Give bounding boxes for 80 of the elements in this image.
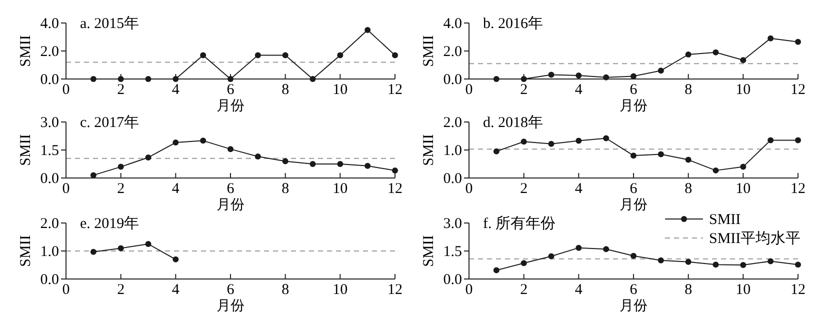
x-tick-label: 10 — [332, 282, 348, 298]
y-tick-label: 0.0 — [443, 171, 462, 187]
x-tick-label: 10 — [332, 181, 348, 197]
chart-title: f. 所有年份 — [483, 215, 556, 232]
x-tick-label: 6 — [630, 181, 638, 197]
x-tick-label: 6 — [226, 181, 235, 197]
x-tick-label: 4 — [172, 82, 180, 98]
x-tick-label: 0 — [465, 282, 473, 298]
y-tick-label: 2.0 — [443, 115, 462, 131]
chart-title: c. 2017年 — [80, 114, 140, 131]
x-tick-label: 2 — [117, 181, 125, 197]
x-tick-label: 0 — [62, 82, 70, 98]
y-axis-title: SMII — [421, 35, 437, 67]
chart-title: a. 2015年 — [80, 15, 140, 32]
x-axis-title: 月份 — [216, 98, 244, 114]
x-tick-label: 2 — [520, 282, 528, 298]
x-tick-label: 2 — [117, 282, 125, 298]
y-tick-label: 4.0 — [443, 16, 462, 32]
x-tick-label: 2 — [520, 181, 528, 197]
x-tick-label: 12 — [790, 181, 806, 197]
y-tick-label: 0.0 — [443, 72, 462, 88]
x-tick-label: 12 — [790, 282, 806, 298]
x-axis-title: 月份 — [216, 298, 244, 314]
chart-title: d. 2018年 — [483, 114, 543, 131]
x-tick-label: 8 — [282, 181, 290, 197]
y-axis-title: SMII — [421, 235, 437, 267]
y-tick-label: 2.0 — [40, 216, 59, 232]
x-tick-label: 6 — [226, 282, 235, 298]
x-tick-label: 12 — [388, 82, 402, 98]
x-tick-label: 0 — [465, 82, 473, 98]
y-tick-label: 3.0 — [443, 216, 462, 232]
x-tick-label: 12 — [790, 82, 806, 98]
x-tick-label: 8 — [282, 82, 290, 98]
y-tick-label: 2.0 — [443, 44, 462, 60]
y-tick-label: 1.5 — [443, 244, 462, 260]
x-tick-label: 12 — [388, 282, 402, 298]
chart-title: b. 2016年 — [483, 15, 543, 32]
x-tick-label: 4 — [574, 282, 583, 298]
x-tick-label: 10 — [736, 82, 751, 98]
x-axis-title: 月份 — [216, 197, 244, 213]
x-tick-label: 8 — [282, 282, 290, 298]
x-tick-label: 12 — [388, 181, 402, 197]
x-tick-label: 2 — [520, 82, 528, 98]
x-tick-label: 6 — [630, 282, 638, 298]
x-tick-label: 4 — [574, 181, 583, 197]
x-tick-label: 4 — [172, 181, 180, 197]
x-tick-label: 6 — [630, 82, 638, 98]
x-tick-label: 10 — [736, 181, 751, 197]
x-tick-label: 0 — [62, 181, 70, 197]
x-tick-label: 8 — [684, 181, 692, 197]
x-tick-label: 8 — [684, 82, 692, 98]
x-axis-title: 月份 — [620, 298, 648, 314]
legend-label: SMII — [709, 212, 741, 228]
y-tick-label: 0.0 — [443, 272, 462, 288]
y-tick-label: 0.0 — [40, 272, 59, 288]
x-tick-label: 0 — [465, 181, 473, 197]
y-tick-label: 1.5 — [40, 143, 59, 159]
x-axis-title: 月份 — [620, 98, 648, 114]
y-axis-title: SMII — [18, 35, 34, 67]
legend-label: SMII平均水平 — [709, 230, 801, 247]
x-tick-label: 8 — [684, 282, 692, 298]
x-tick-label: 10 — [736, 282, 751, 298]
y-tick-label: 4.0 — [40, 16, 59, 32]
y-tick-label: 0.0 — [40, 171, 59, 187]
y-axis-title: SMII — [421, 134, 437, 166]
x-tick-label: 10 — [332, 82, 348, 98]
x-tick-label: 4 — [574, 82, 583, 98]
y-tick-label: 2.0 — [40, 44, 59, 60]
y-tick-label: 3.0 — [40, 115, 59, 131]
x-tick-label: 6 — [226, 82, 235, 98]
chart-title: e. 2019年 — [80, 215, 140, 232]
y-axis-title: SMII — [18, 134, 34, 166]
y-axis-title: SMII — [18, 235, 34, 267]
y-tick-label: 1.0 — [40, 244, 59, 260]
x-tick-label: 2 — [117, 82, 125, 98]
x-tick-label: 0 — [62, 282, 70, 298]
x-tick-label: 4 — [172, 282, 180, 298]
y-tick-label: 1.0 — [443, 143, 462, 159]
x-axis-title: 月份 — [620, 197, 648, 213]
y-tick-label: 0.0 — [40, 72, 59, 88]
